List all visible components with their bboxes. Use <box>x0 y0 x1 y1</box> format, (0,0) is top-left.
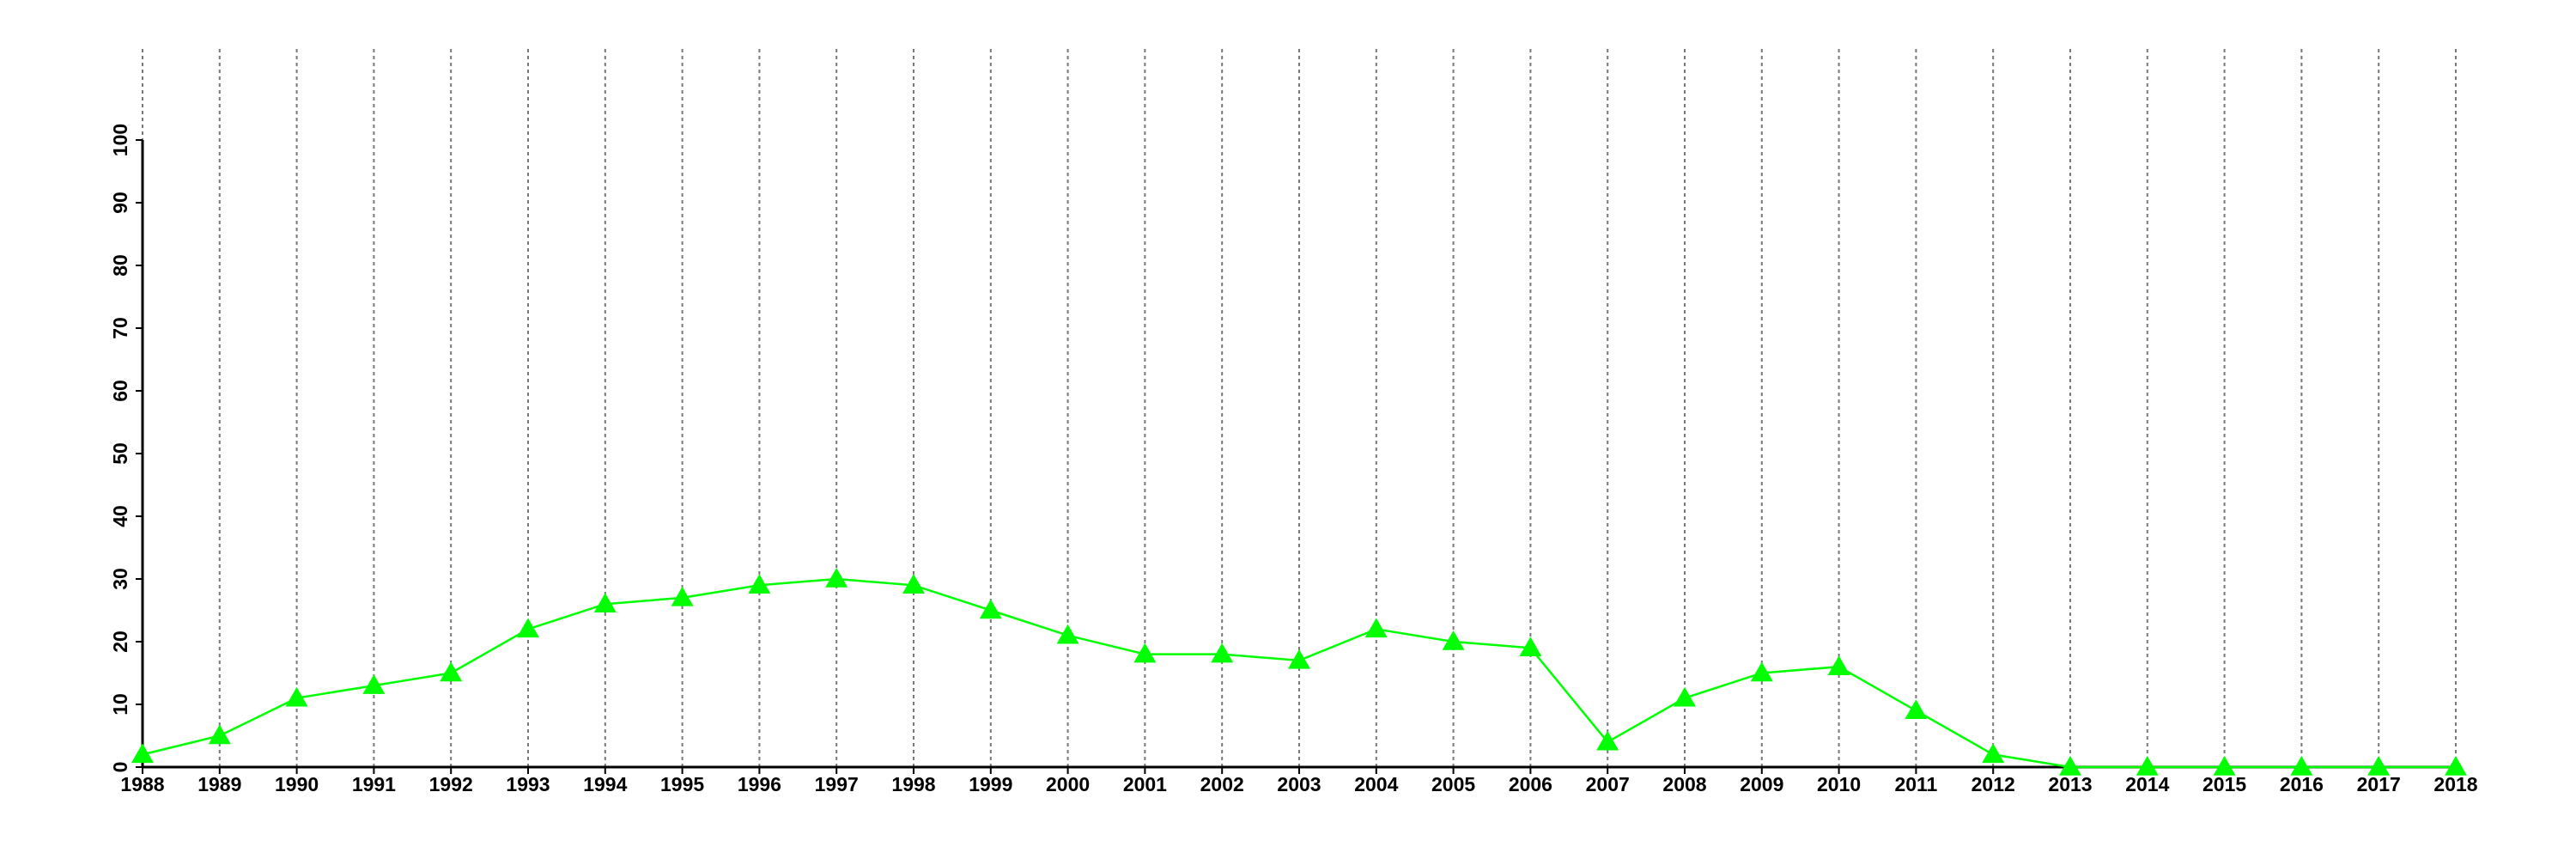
x-tick-label: 2001 <box>1123 773 1167 795</box>
x-tick-label: 2011 <box>1894 773 1937 795</box>
marker <box>517 618 539 638</box>
marker <box>1596 730 1619 751</box>
marker <box>1288 649 1310 669</box>
marker <box>285 686 308 707</box>
x-tick-label: 1996 <box>738 773 781 795</box>
marker <box>1442 631 1465 650</box>
y-tick-label: 10 <box>109 693 131 716</box>
marker <box>1211 643 1234 663</box>
marker <box>208 724 231 745</box>
marker <box>593 593 617 612</box>
x-tick-label: 1994 <box>583 773 627 795</box>
y-tick-label: 30 <box>109 568 131 590</box>
y-tick-label: 40 <box>109 505 131 527</box>
x-tick-label: 2008 <box>1662 773 1706 795</box>
x-tick-label: 1990 <box>275 773 319 795</box>
x-tick-label: 2017 <box>2357 773 2401 795</box>
x-tick-label: 2010 <box>1817 773 1861 795</box>
marker <box>1827 655 1850 675</box>
marker <box>2059 756 2081 776</box>
marker <box>671 586 694 606</box>
x-tick-label: 1989 <box>197 773 241 795</box>
y-tick-label: 0 <box>109 762 131 773</box>
x-tick-label: 2018 <box>2433 773 2477 795</box>
marker <box>902 574 925 594</box>
marker <box>1750 661 1773 682</box>
y-tick-label: 60 <box>109 380 131 402</box>
y-tick-label: 70 <box>109 317 131 339</box>
marker <box>1519 637 1542 657</box>
marker <box>440 661 463 682</box>
marker <box>2213 756 2236 776</box>
x-tick-label: 1992 <box>429 773 473 795</box>
marker <box>1674 686 1696 707</box>
y-tick-label: 80 <box>109 254 131 277</box>
x-tick-label: 2015 <box>2202 773 2246 795</box>
marker <box>131 743 154 764</box>
marker <box>825 568 848 588</box>
x-tick-label: 2000 <box>1046 773 1090 795</box>
marker <box>2445 756 2467 776</box>
marker <box>2367 756 2391 776</box>
marker <box>1905 699 1928 720</box>
y-tick-label: 50 <box>109 442 131 465</box>
x-tick-label: 1998 <box>891 773 935 795</box>
marker <box>2136 756 2159 776</box>
y-tick-label: 100 <box>109 124 131 156</box>
marker <box>1982 743 2005 764</box>
x-tick-label: 2005 <box>1431 773 1475 795</box>
x-tick-label: 2014 <box>2125 773 2169 795</box>
x-tick-label: 2012 <box>1971 773 2015 795</box>
x-tick-label: 2002 <box>1200 773 1244 795</box>
x-tick-label: 2007 <box>1586 773 1630 795</box>
marker <box>979 599 1002 619</box>
x-tick-label: 2016 <box>2280 773 2324 795</box>
marker <box>1364 618 1388 638</box>
marker <box>748 574 771 594</box>
x-tick-label: 2009 <box>1740 773 1783 795</box>
x-tick-label: 1991 <box>352 773 396 795</box>
x-tick-label: 1993 <box>506 773 550 795</box>
x-tick-label: 2004 <box>1354 773 1398 795</box>
marker <box>1056 624 1079 644</box>
x-tick-label: 2013 <box>2048 773 2092 795</box>
marker <box>362 674 386 694</box>
x-tick-label: 1999 <box>969 773 1012 795</box>
marker <box>2290 756 2313 776</box>
x-tick-label: 1988 <box>120 773 164 795</box>
x-tick-label: 1995 <box>660 773 704 795</box>
x-tick-label: 1997 <box>815 773 859 795</box>
y-tick-label: 90 <box>109 192 131 214</box>
x-tick-label: 2003 <box>1277 773 1321 795</box>
x-tick-label: 2006 <box>1509 773 1552 795</box>
marker <box>1133 643 1157 663</box>
y-tick-label: 20 <box>109 631 131 653</box>
